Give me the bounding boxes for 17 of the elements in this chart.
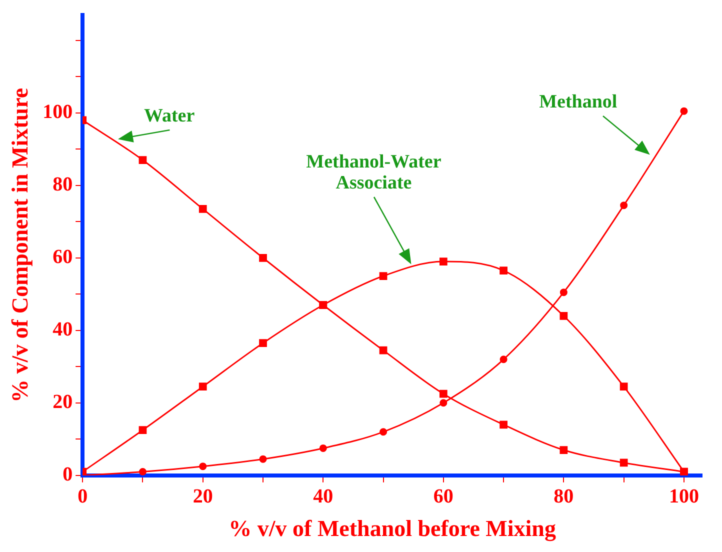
x-axis-title: % v/v of Methanol before Mixing: [228, 516, 556, 542]
x-tick-label: 100: [668, 486, 699, 508]
series-label: Water: [144, 105, 196, 126]
text: Methanol: [539, 92, 618, 113]
x-tick-label: 60: [433, 486, 454, 508]
x-tick-label: 40: [313, 486, 334, 508]
x-tick-label: 20: [192, 486, 213, 508]
y-tick-label: 60: [52, 246, 73, 268]
y-tick-label: 80: [52, 174, 73, 196]
y-tick-label: 0: [62, 464, 73, 486]
y-tick-label: 100: [42, 101, 73, 124]
y-tick-label: 20: [52, 391, 73, 414]
x-tick-label: 0: [78, 486, 88, 508]
y-tick-label: 40: [52, 318, 73, 341]
x-tick-label: 80: [554, 486, 574, 508]
text: Methanol-Water Associate: [306, 152, 442, 194]
y-axis-title: % v/v of Component in Mixture: [8, 88, 33, 402]
